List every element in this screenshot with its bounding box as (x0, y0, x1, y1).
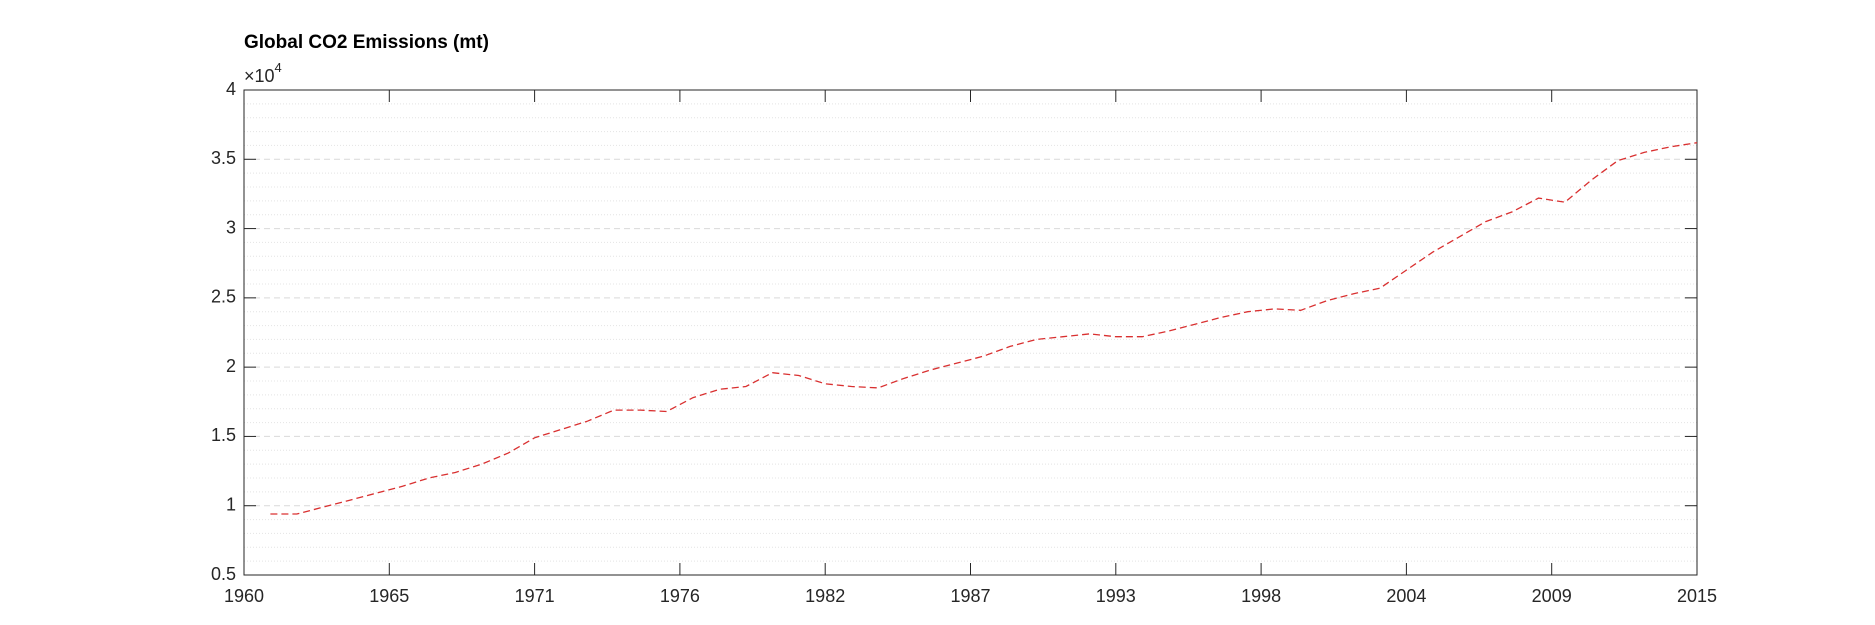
x-tick-label: 1987 (950, 586, 990, 606)
axes-box (243, 89, 1698, 576)
y-tick-label: 3 (226, 217, 236, 237)
x-tick-label: 1971 (515, 586, 555, 606)
data-line (270, 142, 1698, 515)
y-exponent-base: ×10 (244, 66, 275, 86)
x-tick-label: 1993 (1096, 586, 1136, 606)
x-tick-label: 1976 (660, 586, 700, 606)
y-exponent-power: 4 (275, 60, 282, 75)
y-tick-label: 2 (226, 356, 236, 376)
chart-title: Global CO2 Emissions (mt) (244, 32, 489, 53)
x-tick-label: 1982 (805, 586, 845, 606)
y-exponent: ×104 (244, 60, 282, 85)
x-tick-label: 1965 (369, 586, 409, 606)
y-tick-label: 4 (226, 79, 236, 99)
y-tick-label: 2.5 (211, 287, 236, 307)
y-tick-label: 1.5 (211, 425, 236, 445)
x-tick-label: 1998 (1241, 586, 1281, 606)
x-tick-label: 2004 (1386, 586, 1426, 606)
x-tick-label: 2015 (1677, 586, 1717, 606)
y-tick-label: 3.5 (211, 148, 236, 168)
x-tick-label: 2009 (1532, 586, 1572, 606)
x-tick-label: 1960 (224, 586, 264, 606)
y-tick-label: 0.5 (211, 564, 236, 584)
y-tick-label: 1 (226, 494, 236, 514)
